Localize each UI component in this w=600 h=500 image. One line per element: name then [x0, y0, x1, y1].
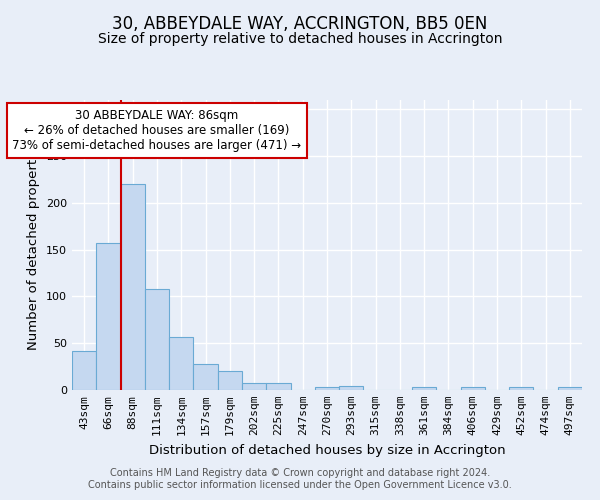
Text: 30 ABBEYDALE WAY: 86sqm
← 26% of detached houses are smaller (169)
73% of semi-d: 30 ABBEYDALE WAY: 86sqm ← 26% of detache…: [13, 110, 302, 152]
Bar: [315, 387, 339, 390]
Bar: [145, 289, 169, 390]
Bar: [339, 386, 364, 390]
Text: 30, ABBEYDALE WAY, ACCRINGTON, BB5 0EN: 30, ABBEYDALE WAY, ACCRINGTON, BB5 0EN: [112, 15, 488, 33]
Bar: [193, 364, 218, 390]
Bar: [509, 387, 533, 390]
Bar: [218, 372, 242, 390]
Bar: [169, 336, 193, 390]
Bar: [412, 387, 436, 390]
Text: Contains HM Land Registry data © Crown copyright and database right 2024.
Contai: Contains HM Land Registry data © Crown c…: [88, 468, 512, 490]
Bar: [96, 243, 121, 390]
Bar: [242, 384, 266, 390]
Bar: [558, 387, 582, 390]
Bar: [266, 384, 290, 390]
X-axis label: Distribution of detached houses by size in Accrington: Distribution of detached houses by size …: [149, 444, 505, 456]
Bar: [72, 350, 96, 390]
Bar: [461, 387, 485, 390]
Bar: [121, 184, 145, 390]
Text: Size of property relative to detached houses in Accrington: Size of property relative to detached ho…: [98, 32, 502, 46]
Y-axis label: Number of detached properties: Number of detached properties: [28, 140, 40, 350]
